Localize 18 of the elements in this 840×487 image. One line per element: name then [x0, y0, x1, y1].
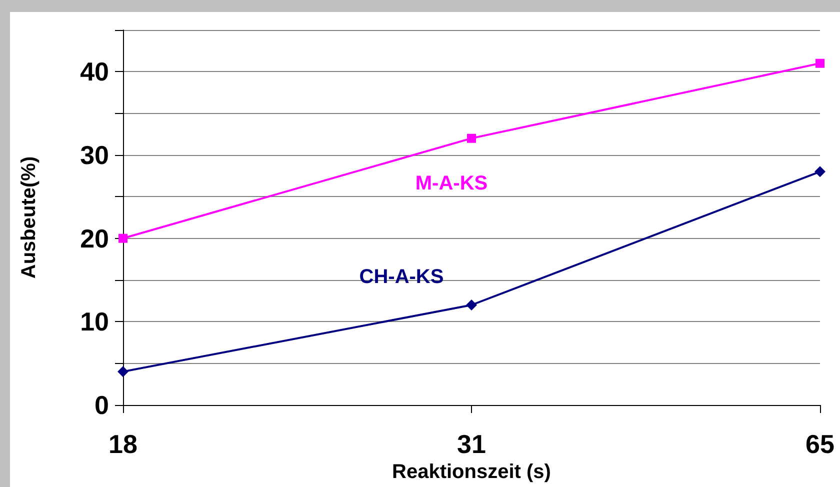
point — [814, 166, 826, 178]
y-tick-label: 10 — [80, 306, 109, 337]
x-tick-label: 18 — [108, 429, 138, 459]
y-tick-label: 20 — [80, 223, 109, 254]
y-tick-label: 30 — [80, 140, 109, 170]
y-tick-label: 40 — [80, 56, 109, 87]
point — [816, 58, 824, 68]
x-tick-label: 31 — [457, 429, 486, 459]
point — [466, 300, 477, 310]
x-axis-title: Reaktionszeit (s) — [392, 460, 551, 483]
series-label: CH-A-KS — [359, 266, 444, 288]
point — [118, 366, 128, 378]
point — [467, 134, 476, 143]
y-tick-label: 0 — [94, 390, 109, 420]
series-label: M-A-KS — [415, 172, 488, 194]
y-axis-title: Ausbeute(%) — [18, 156, 40, 279]
point — [118, 234, 128, 243]
x-tick-label: 65 — [806, 429, 834, 459]
